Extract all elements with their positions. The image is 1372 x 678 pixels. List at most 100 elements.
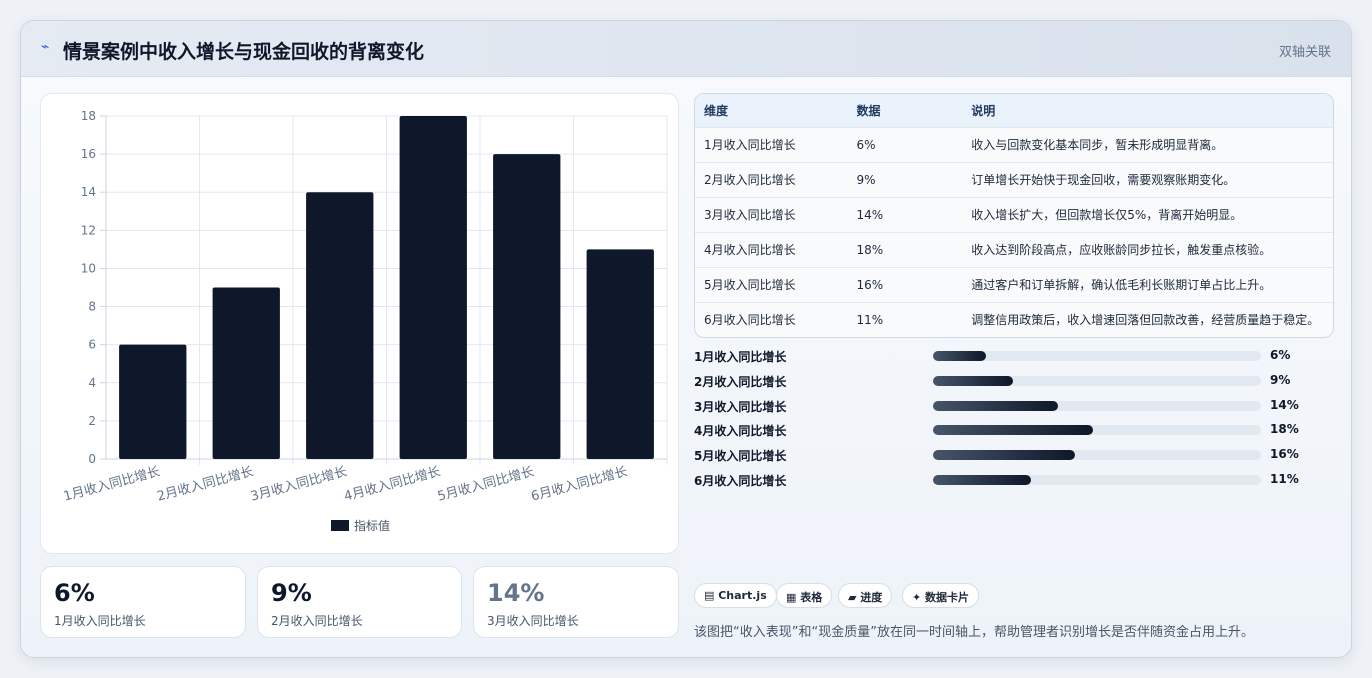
tag-label: Chart.js — [718, 589, 767, 602]
progress-track — [933, 425, 1261, 436]
progress-row: 1月收入同比增长 6% — [694, 348, 1334, 364]
x-tick-label: 2月收入同比增长 — [156, 464, 256, 504]
progress-row: 4月收入同比增长 18% — [694, 422, 1334, 438]
table-cell: 收入达到阶段高点，应收账龄同步拉长，触发重点核验。 — [962, 231, 1333, 267]
x-tick-label: 6月收入同比增长 — [530, 464, 630, 504]
table-cell: 3月收入同比增长 — [695, 196, 848, 232]
progress-bar — [933, 400, 1058, 411]
progress-track — [933, 375, 1261, 386]
x-tick-label: 3月收入同比增长 — [249, 464, 349, 504]
x-tick-label: 1月收入同比增长 — [62, 464, 162, 504]
y-tick-label: 16 — [81, 147, 96, 161]
table-header: 维度 — [695, 94, 848, 127]
kpi-value: 9% — [271, 579, 312, 607]
bar — [586, 249, 654, 459]
table-cell: 收入增长扩大，但回款增长仅5%，背离开始明显。 — [962, 196, 1333, 232]
bar — [306, 192, 374, 459]
y-tick-label: 18 — [81, 109, 96, 123]
x-tick-label: 5月收入同比增长 — [436, 464, 536, 504]
progress-value: 14% — [1270, 397, 1299, 412]
progress-label: 5月收入同比增长 — [694, 449, 787, 464]
progress-track — [933, 351, 1261, 361]
table-header: 数据 — [847, 94, 963, 127]
y-tick-label: 0 — [88, 452, 96, 466]
table-row: 2月收入同比增长 9% 订单增长开始快于现金回收，需要观察账期变化。 — [695, 161, 1333, 197]
y-tick-label: 2 — [88, 414, 96, 428]
table-cell: 调整信用政策后，收入增速回落但回款改善，经营质量趋于稳定。 — [962, 301, 1333, 337]
table-cell: 14% — [847, 196, 963, 232]
tag-icon: ✦ — [912, 591, 926, 604]
kpi-label: 3月收入同比增长 — [487, 614, 579, 628]
table-cell: 5月收入同比增长 — [695, 266, 848, 302]
table-row: 4月收入同比增长 18% 收入达到阶段高点，应收账龄同步拉长，触发重点核验。 — [695, 231, 1333, 267]
progress-row: 2月收入同比增长 9% — [694, 373, 1334, 389]
y-tick-label: 8 — [88, 300, 96, 314]
table-cell: 2月收入同比增长 — [695, 161, 848, 197]
header: ⌁ 情景案例中收入增长与现金回收的背离变化 双轴关联 — [21, 21, 1351, 77]
progress-row: 5月收入同比增长 16% — [694, 447, 1334, 463]
legend-swatch — [331, 520, 349, 531]
progress-label: 3月收入同比增长 — [694, 399, 787, 414]
table-cell: 订单增长开始快于现金回收，需要观察账期变化。 — [962, 161, 1333, 197]
progress-value: 16% — [1270, 447, 1299, 462]
table-row: 5月收入同比增长 16% 通过客户和订单拆解，确认低毛利长账期订单占比上升。 — [695, 266, 1333, 302]
table-cell: 通过客户和订单拆解，确认低毛利长账期订单占比上升。 — [962, 266, 1333, 302]
progress-bar — [933, 351, 987, 361]
progress-value: 9% — [1270, 372, 1291, 387]
table-cell: 18% — [847, 231, 963, 267]
tag-icon: ▤ — [704, 589, 719, 602]
note: 该图把“收入表现”和“现金质量”放在同一时间轴上，帮助管理者识别增长是否伴随资金… — [694, 625, 1254, 640]
table-row: 1月收入同比增长 6% 收入与回款变化基本同步，暂未形成明显背离。 — [695, 126, 1333, 162]
table-cell: 11% — [847, 301, 963, 337]
tag-icon: ▦ — [786, 591, 801, 604]
legend-label: 指标值 — [354, 518, 390, 533]
bar — [212, 287, 280, 459]
table-row: 6月收入同比增长 11% 调整信用政策后，收入增速回落但回款改善，经营质量趋于稳定。 — [695, 301, 1333, 337]
progress-label: 6月收入同比增长 — [694, 474, 787, 488]
y-tick-label: 12 — [81, 223, 96, 237]
table-cell: 收入与回款变化基本同步，暂未形成明显背离。 — [962, 126, 1333, 162]
progress-track — [933, 475, 1261, 485]
progress-label: 4月收入同比增长 — [694, 424, 787, 439]
x-tick-label: 4月收入同比增长 — [343, 464, 443, 504]
chart: 0 2 4 6 8 10 12 14 16 18 1月收入同比增长2月收入同比增长3月收入同比增长4… — [62, 109, 668, 533]
kpi-value: 14% — [487, 579, 545, 607]
kpi-label: 2月收入同比增长 — [271, 614, 363, 628]
progress-row: 3月收入同比增长 14% — [694, 398, 1334, 414]
progress-label: 2月收入同比增长 — [694, 374, 787, 389]
tag: ▰ 进度 — [838, 583, 893, 608]
progress-bar — [933, 425, 1094, 436]
tag: ▤ Chart.js — [694, 583, 777, 608]
table-cell: 9% — [847, 161, 963, 197]
kpi-value: 6% — [54, 579, 95, 607]
chart-panel: 0 2 4 6 8 10 12 14 16 18 1月收入同比增长 2月收入同比增长 3月收入同比增长 4… — [40, 93, 679, 554]
progress-row: 6月收入同比增长 11% — [694, 472, 1334, 488]
progress-label: 1月收入同比增长 — [694, 350, 787, 364]
y-tick-label: 10 — [81, 261, 96, 275]
progress-value: 11% — [1270, 472, 1299, 486]
badge: 双轴关联 — [1278, 45, 1331, 60]
kpi-label: 1月收入同比增长 — [54, 614, 146, 628]
kpi-card: 14% 3月收入同比增长 — [473, 566, 679, 638]
tag-label: 进度 — [860, 591, 883, 604]
table-cell: 4月收入同比增长 — [695, 231, 848, 267]
panel: ⌁ 情景案例中收入增长与现金回收的背离变化 双轴关联 0 2 4 6 8 10 12 14 16… — [20, 20, 1352, 658]
progress-value: 6% — [1270, 348, 1291, 362]
table-cell: 6% — [847, 126, 963, 162]
y-tick-label: 14 — [81, 185, 96, 199]
tag-icon: ▰ — [848, 591, 861, 604]
table-header: 说明 — [962, 94, 1333, 127]
icon: ⌁ — [41, 39, 50, 55]
progress-bar — [933, 475, 1031, 485]
table: 维度 数据 说明 1月收入同比增长 6% 收入与回款变化基本同步，暂未形成明显背离。 2月收… — [694, 93, 1334, 338]
progress-track — [933, 450, 1261, 461]
tag: ✦ 数据卡片 — [902, 583, 980, 608]
progress-track — [933, 400, 1261, 411]
bar — [493, 154, 561, 459]
table-cell: 16% — [847, 266, 963, 302]
table-cell: 6月收入同比增长 — [695, 301, 848, 337]
tag-label: 表格 — [800, 591, 823, 604]
table-row: 3月收入同比增长 14% 收入增长扩大，但回款增长仅5%，背离开始明显。 — [695, 196, 1333, 232]
y-tick-label: 4 — [88, 376, 96, 390]
